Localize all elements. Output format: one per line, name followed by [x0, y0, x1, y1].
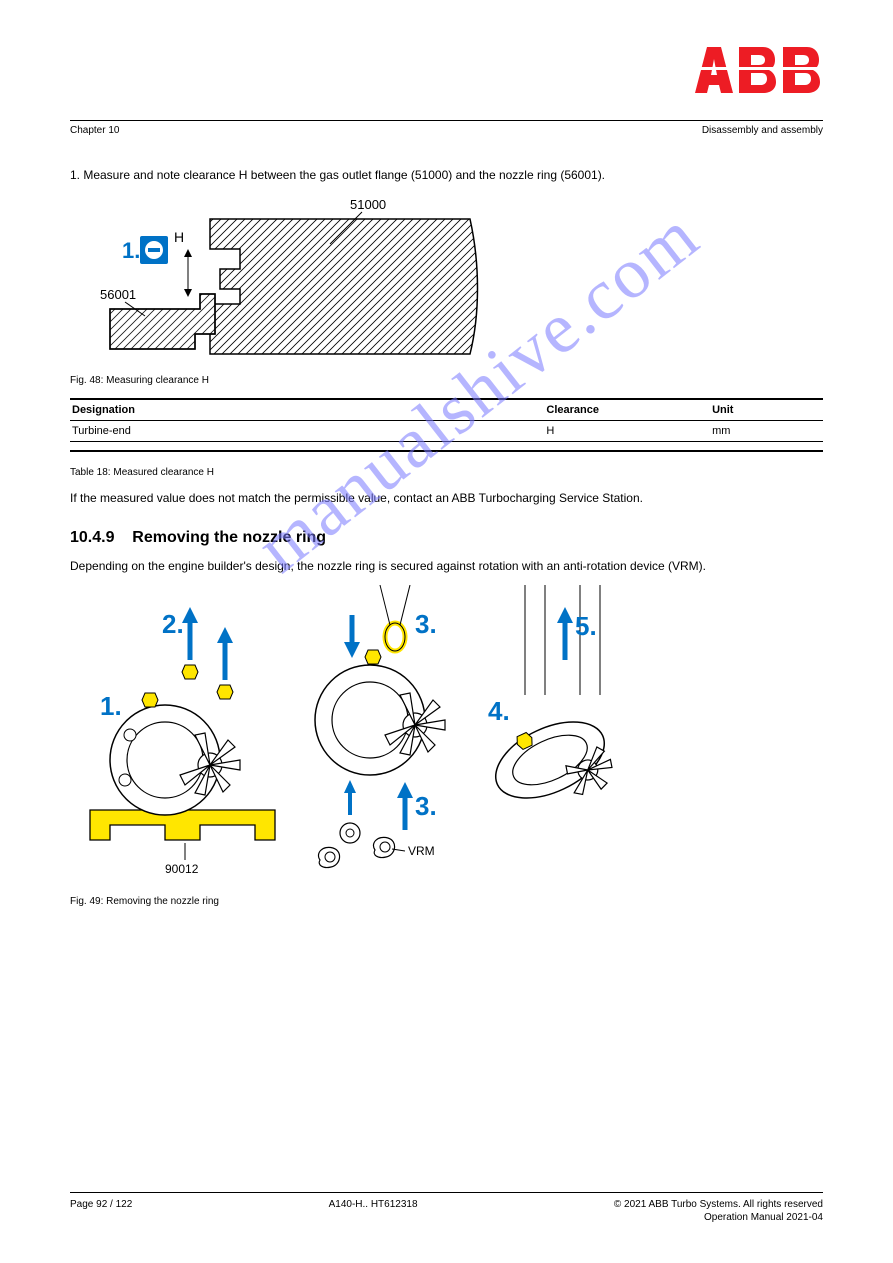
- page-footer: Page 92 / 122 A140-H.. HT612318 © 2021 A…: [70, 1192, 823, 1223]
- clearance-table: Designation Clearance Unit Turbine-end H…: [70, 398, 823, 452]
- th-clearance: Clearance: [544, 399, 710, 421]
- figure-49-caption: Fig. 49: Removing the nozzle ring: [70, 896, 823, 907]
- step-1-text: 1. Measure and note clearance H between …: [70, 166, 823, 184]
- chapter-number: Chapter 10: [70, 125, 119, 136]
- fig49-step-3b: 3.: [415, 791, 437, 821]
- fig48-part-51000: 51000: [350, 197, 386, 212]
- section-heading: 10.4.9 Removing the nozzle ring: [70, 529, 823, 547]
- td-empty1: [70, 442, 544, 452]
- td-turbine: Turbine-end: [70, 421, 544, 442]
- fig48-part-56001: 56001: [100, 287, 136, 302]
- header-divider: [70, 120, 823, 121]
- fig49-step-3a: 3.: [415, 609, 437, 639]
- chapter-title: Disassembly and assembly: [702, 125, 823, 136]
- fig49-step-1: 1.: [100, 691, 122, 721]
- td-empty2: [544, 442, 710, 452]
- abb-logo: [693, 45, 823, 100]
- fig49-step-2: 2.: [162, 609, 184, 639]
- contact-note: If the measured value does not match the…: [70, 490, 823, 507]
- footer-divider: [70, 1192, 823, 1193]
- td-mm: mm: [710, 421, 823, 442]
- table-18-caption: Table 18: Measured clearance H: [70, 467, 823, 478]
- td-empty3: [710, 442, 823, 452]
- th-designation: Designation: [70, 399, 544, 421]
- fig49-part-90012: 90012: [165, 862, 199, 876]
- th-unit: Unit: [710, 399, 823, 421]
- figure-48-caption: Fig. 48: Measuring clearance H: [70, 375, 823, 386]
- fig48-dim-h: H: [174, 229, 184, 245]
- section-title: Removing the nozzle ring: [132, 529, 326, 546]
- fig49-step-5: 5.: [575, 611, 597, 641]
- section-number: 10.4.9: [70, 529, 114, 546]
- figure-48: 1. H 51000 56001: [70, 194, 823, 369]
- footer-page: Page 92 / 122: [70, 1199, 132, 1210]
- footer-copyright: © 2021 ABB Turbo Systems. All rights res…: [614, 1199, 823, 1210]
- td-h: H: [544, 421, 710, 442]
- fig49-step-4: 4.: [488, 696, 510, 726]
- figure-49: 90012 2. 1.: [70, 585, 823, 890]
- fig48-step-1: 1.: [122, 238, 140, 263]
- fig49-vrm: VRM: [408, 844, 435, 858]
- footer-date: Operation Manual 2021-04: [704, 1212, 823, 1223]
- section-body: Depending on the engine builder's design…: [70, 557, 823, 575]
- footer-doc: A140-H.. HT612318: [329, 1199, 418, 1210]
- chapter-header: Chapter 10 Disassembly and assembly: [70, 125, 823, 136]
